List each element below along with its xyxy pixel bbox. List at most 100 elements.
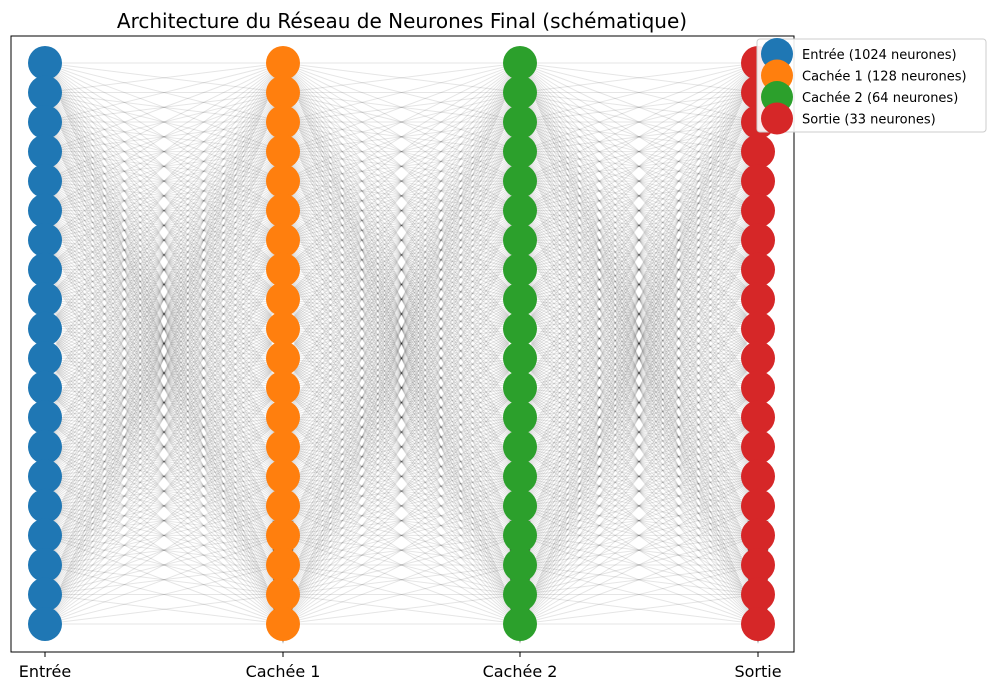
neuron [503, 518, 537, 553]
neuron [266, 134, 300, 169]
x-tick-label: Cachée 1 [246, 662, 321, 681]
neuron [28, 370, 62, 405]
neuron [266, 164, 300, 199]
neuron [741, 311, 775, 346]
neuron [266, 341, 300, 376]
neuron [28, 193, 62, 228]
neuron [741, 547, 775, 582]
neuron [741, 223, 775, 258]
neuron [741, 193, 775, 228]
legend-entry: Sortie (33 neurones) [802, 113, 936, 128]
neuron [503, 607, 537, 641]
legend-entry: Cachée 2 (64 neurones) [802, 91, 958, 106]
legend: Entrée (1024 neurones) Cachée 1 (128 neur… [756, 38, 987, 135]
neuron [503, 75, 537, 110]
chart-title: Architecture du Réseau de Neurones Final… [117, 9, 687, 33]
neuron [741, 134, 775, 169]
neuron [266, 105, 300, 140]
neuron [503, 105, 537, 140]
neuron [503, 252, 537, 287]
neuron [266, 429, 300, 464]
neuron [266, 577, 300, 612]
neuron [503, 488, 537, 523]
x-tick-label: Cachée 2 [483, 662, 558, 681]
neuron [28, 252, 62, 287]
neuron [503, 341, 537, 376]
layer-3-neurons [503, 46, 537, 641]
neuron [503, 459, 537, 494]
neuron [28, 518, 62, 553]
connections-2 [282, 62, 521, 625]
connections [44, 62, 759, 625]
neuron [266, 547, 300, 582]
neuron [503, 370, 537, 405]
neuron [266, 607, 300, 641]
neurons [28, 46, 775, 641]
neuron [741, 370, 775, 405]
connections-3 [519, 62, 759, 625]
legend-marker [761, 102, 793, 135]
neuron [503, 46, 537, 80]
legend-box [756, 38, 987, 133]
neuron [503, 547, 537, 582]
neuron [266, 518, 300, 553]
neuron [28, 341, 62, 376]
neuron [503, 223, 537, 258]
neuron [266, 488, 300, 523]
neuron [28, 607, 62, 641]
neuron [266, 370, 300, 405]
neuron [741, 488, 775, 523]
neuron [266, 223, 300, 258]
x-axis-ticks: Entrée Cachée 1 Cachée 2 Sortie [19, 652, 782, 681]
neuron [741, 429, 775, 464]
neuron [741, 400, 775, 435]
neuron [503, 577, 537, 612]
neuron [28, 400, 62, 435]
neuron [28, 282, 62, 317]
neuron [28, 488, 62, 523]
x-tick-label: Entrée [19, 662, 71, 681]
neuron [28, 311, 62, 346]
neuron [28, 459, 62, 494]
neuron [28, 75, 62, 110]
neuron [741, 577, 775, 612]
neuron [266, 282, 300, 317]
legend-entry: Entrée (1024 neurones) [802, 48, 957, 63]
neuron [28, 547, 62, 582]
neuron [503, 282, 537, 317]
neuron [503, 311, 537, 346]
neuron [28, 46, 62, 80]
neuron [266, 193, 300, 228]
x-tick-label: Sortie [734, 662, 781, 681]
neuron [266, 46, 300, 80]
neuron [741, 252, 775, 287]
legend-entry: Cachée 1 (128 neurones) [802, 70, 967, 85]
neuron [266, 252, 300, 287]
neuron [503, 400, 537, 435]
plot-frame [10, 35, 795, 653]
neuron [503, 134, 537, 169]
neuron [266, 459, 300, 494]
neuron [503, 429, 537, 464]
neuron [741, 459, 775, 494]
neuron [503, 164, 537, 199]
neuron [28, 223, 62, 258]
neuron [741, 164, 775, 199]
neuron [28, 577, 62, 612]
layer-1-neurons [28, 46, 62, 641]
neuron [741, 518, 775, 553]
neuron [28, 429, 62, 464]
neuron [503, 193, 537, 228]
neuron [28, 134, 62, 169]
neuron [266, 75, 300, 110]
connections-1 [44, 62, 284, 625]
neuron [266, 311, 300, 346]
neuron [741, 282, 775, 317]
neuron [28, 105, 62, 140]
neuron [266, 400, 300, 435]
neuron [741, 607, 775, 641]
neuron [741, 341, 775, 376]
neuron [28, 164, 62, 199]
layer-2-neurons [266, 46, 300, 641]
